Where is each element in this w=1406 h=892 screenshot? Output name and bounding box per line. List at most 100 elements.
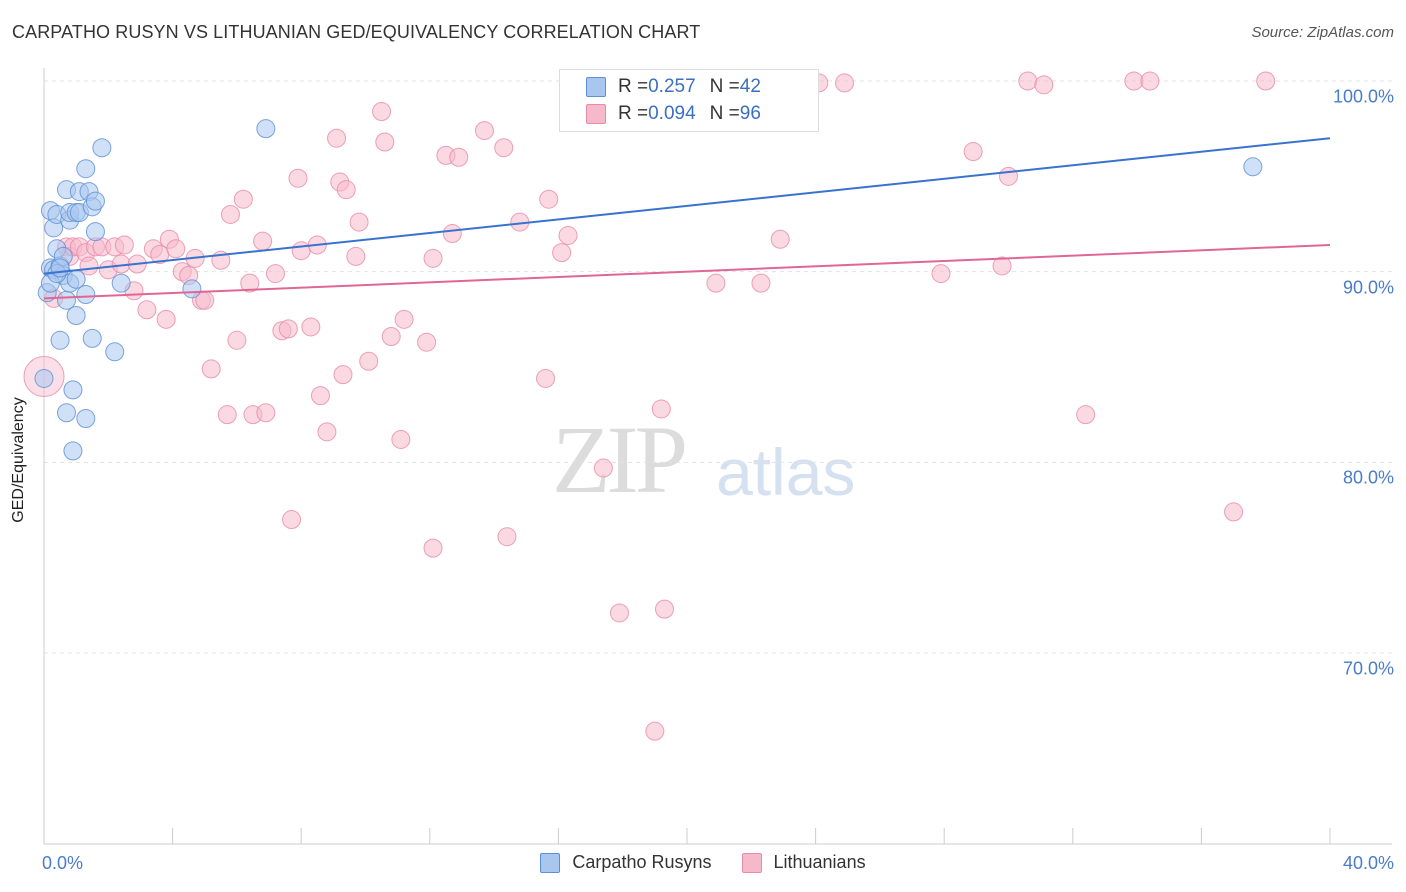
- lithuanian-point: [114, 235, 134, 255]
- lithuanian-point: [240, 273, 260, 293]
- n-label: N =: [709, 103, 740, 124]
- lithuanian-point: [156, 309, 176, 329]
- r-label: R =: [618, 76, 649, 97]
- lithuanian-point: [220, 204, 240, 224]
- lithuanian-point: [558, 225, 578, 245]
- lithuanian-point: [394, 309, 414, 329]
- lithuanian-point: [423, 248, 443, 268]
- watermark-atlas: atlas: [716, 435, 856, 509]
- lithuanian-trend-line: [43, 243, 1331, 300]
- y-tick-label: 90.0%: [1342, 277, 1394, 298]
- carpatho-legend-swatch: [540, 852, 561, 873]
- carpatho-point: [182, 279, 202, 299]
- lithuanian-point: [494, 138, 514, 158]
- lithuanian-point: [288, 168, 308, 188]
- y-tick-label: 70.0%: [1342, 658, 1394, 679]
- lithuanian-point: [327, 128, 347, 148]
- lithuanian-point: [372, 102, 392, 122]
- carpatho-point: [50, 258, 70, 278]
- carpatho-point: [63, 441, 83, 461]
- r-label: R =: [618, 103, 649, 124]
- carpatho-point: [50, 330, 70, 350]
- r-value: 0.094: [648, 103, 696, 124]
- lithuanian-point: [449, 147, 469, 167]
- lithuanian-point: [336, 180, 356, 200]
- lithuanian-point: [278, 319, 298, 339]
- chart-title: CARPATHO RUSYN VS LITHUANIAN GED/EQUIVAL…: [12, 22, 701, 42]
- data-points: [23, 71, 1276, 741]
- legend-item-lithuanians[interactable]: Lithuanians: [741, 852, 866, 873]
- lithuanian-point: [359, 351, 379, 371]
- carpatho-point: [76, 285, 96, 305]
- lithuanian-point: [256, 403, 276, 423]
- lithuanian-point: [282, 510, 302, 530]
- lithuanian-point: [349, 212, 369, 232]
- lithuanian-point: [217, 405, 237, 425]
- lithuanian-point: [391, 429, 411, 449]
- lithuanian-point: [963, 142, 983, 162]
- x-tick-label-max: 40.0%: [1342, 853, 1394, 873]
- carpatho-trend-line: [43, 137, 1331, 275]
- lithuanian-point: [1076, 405, 1096, 425]
- legend-item-carpatho-rusyns[interactable]: Carpatho Rusyns: [540, 852, 712, 873]
- axes: [43, 68, 1392, 845]
- lithuanian-point: [751, 273, 771, 293]
- carpatho-point: [57, 403, 77, 423]
- lithuanian-point: [706, 273, 726, 293]
- lithuanian-point: [417, 332, 437, 352]
- lithuanian-point: [654, 599, 674, 619]
- carpatho-point: [66, 306, 86, 326]
- legend-label: Carpatho Rusyns: [572, 852, 712, 872]
- y-axis-label: GED/Equivalency: [10, 397, 27, 523]
- stats-legend: R = 0.257 N = 42 R = 0.094 N = 96: [559, 69, 819, 132]
- lithuanian-point: [79, 256, 99, 276]
- y-tick-label: 100.0%: [1332, 86, 1394, 107]
- carpatho-point: [105, 342, 125, 362]
- trend-lines: [43, 137, 1331, 300]
- lithuanian-point: [931, 264, 951, 284]
- carpatho-point: [1243, 157, 1263, 177]
- carpatho-swatch: [586, 77, 606, 97]
- lithuanian-point: [201, 359, 221, 379]
- lithuanian-point: [1124, 71, 1144, 91]
- lithuanian-point: [609, 603, 629, 623]
- lithuanian-point: [497, 527, 517, 547]
- lithuanian-point: [474, 121, 494, 141]
- lithuanian-point: [346, 246, 366, 266]
- carpatho-point: [66, 269, 86, 289]
- carpatho-point: [57, 290, 77, 310]
- lithuanian-point: [333, 365, 353, 385]
- n-label: N =: [709, 76, 740, 97]
- lithuanian-point: [651, 399, 671, 419]
- lithuanian-point: [539, 189, 559, 209]
- r-value: 0.257: [648, 76, 696, 97]
- stats-legend-row-carpatho: R = 0.257 N = 42: [586, 74, 761, 100]
- lithuanian-swatch: [586, 104, 606, 124]
- lithuanian-point: [593, 458, 613, 478]
- carpatho-point: [256, 119, 276, 139]
- carpatho-point: [63, 380, 83, 400]
- lithuanian-point: [1140, 71, 1160, 91]
- carpatho-point: [34, 368, 54, 388]
- lithuanian-legend-swatch: [741, 852, 762, 873]
- stats-legend-row-lithuanian: R = 0.094 N = 96: [586, 101, 761, 127]
- lithuanian-point: [301, 317, 321, 337]
- n-value: 42: [739, 76, 761, 97]
- lithuanian-point: [291, 241, 311, 261]
- carpatho-point: [85, 222, 105, 242]
- lithuanian-point: [1256, 71, 1276, 91]
- lithuanian-point: [552, 243, 572, 263]
- lithuanian-point: [166, 239, 186, 259]
- lithuanian-point: [1018, 71, 1038, 91]
- y-tick-label: 80.0%: [1342, 467, 1394, 488]
- lithuanian-point: [265, 264, 285, 284]
- carpatho-point: [85, 191, 105, 211]
- lithuanian-point: [253, 231, 273, 251]
- lithuanian-point: [1224, 502, 1244, 522]
- lithuanian-point: [992, 256, 1012, 276]
- lithuanian-point: [835, 73, 855, 93]
- lithuanian-point: [137, 300, 157, 320]
- grid-lines: [44, 80, 1392, 654]
- lithuanian-point: [645, 721, 665, 741]
